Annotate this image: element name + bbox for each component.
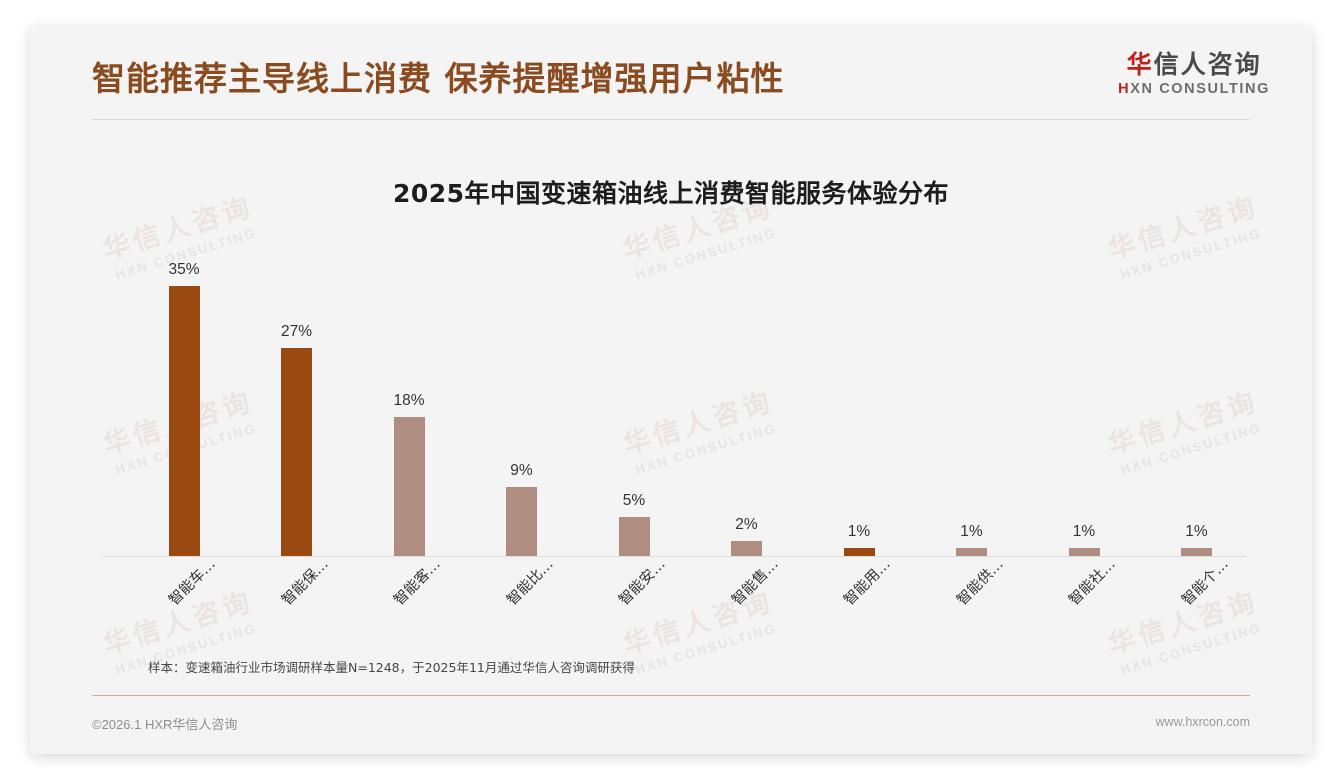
logo-chinese: 华信人咨询: [1118, 50, 1270, 79]
bar-value-label: 27%: [280, 322, 313, 340]
x-axis-category-text: 智能客…: [391, 556, 444, 609]
x-axis-category-label: 智能售…: [699, 556, 795, 608]
bar-group[interactable]: 9%: [474, 256, 570, 556]
bar-value-label: 2%: [735, 515, 758, 533]
footer-divider: [92, 695, 1250, 696]
x-axis-category-label: 智能安…: [586, 556, 682, 608]
bar-value-label: 5%: [622, 492, 646, 510]
copyright-text: ©2026.1 HXR华信人咨询: [92, 717, 238, 732]
x-axis-category-label: 智能车…: [136, 556, 232, 608]
bar-group[interactable]: 18%: [361, 256, 457, 556]
slide-card: 华信人咨询 HXN CONSULTING 华信人咨询 HXN CONSULTING 华信…: [30, 26, 1312, 754]
x-axis-category-text: 智能比…: [503, 556, 557, 609]
bar-group[interactable]: 1%: [811, 256, 907, 556]
x-axis-category-text: 智能用…: [841, 556, 894, 609]
bar-value-label: 9%: [510, 461, 533, 479]
x-axis-category-text: 智能社…: [1066, 556, 1119, 609]
bar[interactable]: [281, 347, 312, 556]
x-axis-category-text: 智能车…: [166, 556, 219, 609]
bar[interactable]: [731, 540, 762, 556]
slide-footer: ©2026.1 HXR华信人咨询 www.hxrcon.com: [30, 696, 1312, 754]
x-axis-category-label: 智能保…: [249, 556, 345, 608]
x-axis-category-text: 智能个…: [1178, 556, 1232, 609]
bar-value-label: 18%: [393, 392, 425, 410]
bar-value-label: 35%: [168, 261, 200, 278]
x-axis-category-label: 智能供…: [924, 556, 1020, 608]
company-logo: 华信人咨询 HXN CONSULTING: [1118, 50, 1270, 97]
bar-value-label: 1%: [1185, 523, 1208, 541]
bar-group[interactable]: 2%: [699, 256, 795, 556]
bar-group[interactable]: 5%: [586, 256, 682, 556]
chart-title: 2025年中国变速箱油线上消费智能服务体验分布: [392, 179, 950, 208]
x-axis-baseline: [102, 556, 1247, 557]
bar-value-label: 1%: [960, 523, 983, 541]
bar[interactable]: [168, 286, 200, 556]
x-axis-category-text: 智能保…: [278, 556, 332, 609]
x-axis-category-label: 智能用…: [811, 556, 907, 608]
x-axis-category-label: 智能比…: [474, 556, 570, 608]
x-axis-category-label: 智能客…: [361, 556, 457, 608]
sample-note: 样本：变速箱油行业市场调研样本量N=1248，于2025年11月通过华信人咨询调…: [148, 660, 635, 675]
bar-chart-plot: 35% 27% 18% 9% 5% 2% 1% 1% 1% 1%: [92, 256, 1252, 557]
bar[interactable]: [1181, 548, 1212, 556]
bar[interactable]: [956, 548, 987, 556]
bar[interactable]: [843, 548, 875, 556]
page-title: 智能推荐主导线上消费 保养提醒增强用户粘性: [92, 59, 785, 98]
logo-english: HXN CONSULTING: [1118, 81, 1270, 97]
bar-group[interactable]: 1%: [1149, 256, 1245, 556]
x-axis-category-text: 智能安…: [616, 556, 669, 609]
x-axis-labels: 智能车… 智能保… 智能客… 智能比… 智能安… 智能售… 智能用… 智能供… 智能社… 智能个…: [92, 556, 1252, 670]
bar-value-label: 1%: [1072, 523, 1096, 541]
x-axis-category-text: 智能售…: [728, 556, 782, 609]
website-url: www.hxrcon.com: [1155, 715, 1250, 729]
header-divider: [92, 119, 1250, 120]
bar-group[interactable]: 1%: [924, 256, 1020, 556]
bar[interactable]: [506, 486, 537, 556]
x-axis-category-label: 智能个…: [1149, 556, 1245, 608]
bar-group[interactable]: 1%: [1036, 256, 1132, 556]
logo-english-accent: H: [1118, 81, 1131, 98]
x-axis-category-label: 智能社…: [1036, 556, 1132, 608]
bar[interactable]: [618, 517, 650, 556]
slide-header: 智能推荐主导线上消费 保养提醒增强用户粘性 华信人咨询 HXN CONSULTI…: [30, 26, 1312, 120]
logo-chinese-accent: 华: [1126, 50, 1154, 79]
bar-value-label: 1%: [847, 523, 871, 541]
bar[interactable]: [393, 417, 425, 556]
logo-english-rest: XN CONSULTING: [1130, 81, 1270, 98]
bar-group[interactable]: 35%: [136, 256, 232, 556]
x-axis-category-text: 智能供…: [953, 556, 1007, 609]
logo-chinese-rest: 信人咨询: [1153, 50, 1262, 79]
bar-group[interactable]: 27%: [249, 256, 345, 556]
bar[interactable]: [1068, 548, 1100, 556]
